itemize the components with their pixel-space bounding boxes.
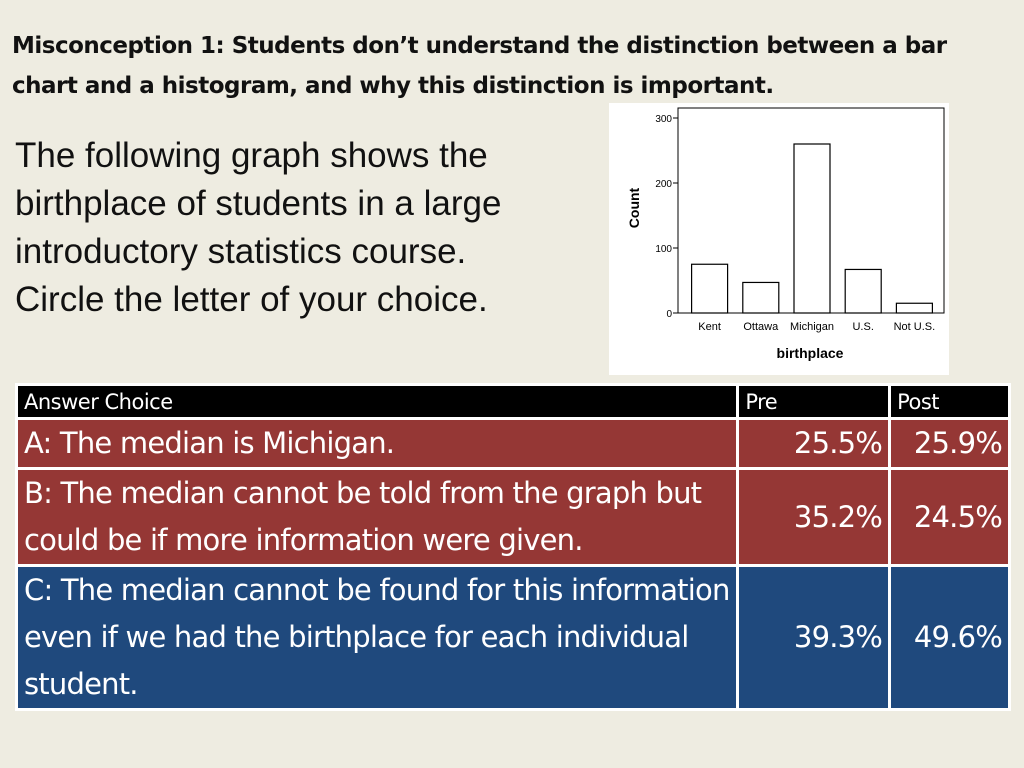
bar-not-u-s — [895, 302, 933, 314]
answer-choice-a: A: The median is Michigan. — [14, 417, 740, 470]
pre-value: 39.3% — [736, 564, 892, 711]
table-row: B: The median cannot be told from the gr… — [14, 467, 1011, 567]
x-tick-label: Ottawa — [743, 321, 779, 333]
bar-kent — [690, 263, 729, 314]
slide-title: Misconception 1: Students don’t understa… — [12, 33, 947, 99]
post-value: 49.6% — [888, 564, 1011, 711]
y-tick-label: 200 — [655, 179, 672, 190]
bar-u-s — [844, 268, 882, 314]
y-tick-label: 300 — [655, 114, 672, 125]
header-pre: Pre — [736, 383, 892, 420]
y-tick-label: 0 — [666, 309, 672, 320]
bar-chart-svg: Count birthplace 0 100 200 300 Kent Ottawa Mic… — [626, 107, 945, 361]
x-axis-label: birthplace — [777, 345, 844, 361]
x-tick-label: Not U.S. — [894, 321, 936, 333]
bar-ottawa — [742, 281, 780, 314]
x-tick-label: Michigan — [790, 321, 834, 333]
post-value: 24.5% — [888, 467, 1011, 567]
header-answer-choice: Answer Choice — [14, 383, 740, 420]
question-text: The following graph shows the birthplace… — [15, 136, 502, 319]
post-value: 25.9% — [888, 417, 1011, 470]
y-axis-label: Count — [626, 187, 642, 228]
pre-value: 25.5% — [736, 417, 892, 470]
bar-chart: Count birthplace 0 100 200 300 Kent Ottawa Mic… — [609, 103, 949, 375]
answer-table: Answer Choice Pre Post A: The median is … — [14, 383, 1011, 711]
table-row: C: The median cannot be found for this i… — [14, 564, 1011, 711]
y-tick-label: 100 — [655, 244, 672, 255]
bar-michigan — [793, 143, 831, 314]
answer-choice-b: B: The median cannot be told from the gr… — [14, 467, 740, 567]
pre-value: 35.2% — [736, 467, 892, 567]
answer-choice-c: C: The median cannot be found for this i… — [14, 564, 740, 711]
table-row: A: The median is Michigan. 25.5% 25.9% — [14, 417, 1011, 470]
x-tick-label: Kent — [698, 321, 721, 333]
header-post: Post — [888, 383, 1011, 420]
x-tick-label: U.S. — [852, 321, 873, 333]
